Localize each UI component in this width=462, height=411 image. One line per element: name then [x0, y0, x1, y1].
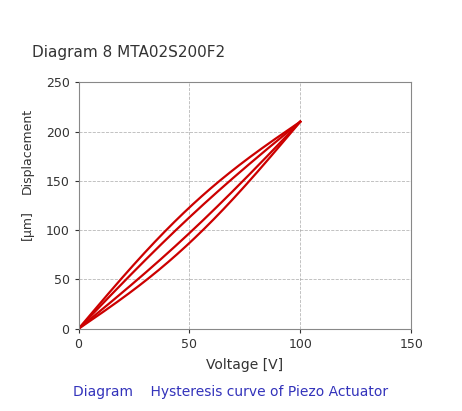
Text: Displacement: Displacement: [20, 108, 33, 194]
Text: [μm]: [μm]: [20, 210, 33, 240]
Text: Diagram 8 MTA02S200F2: Diagram 8 MTA02S200F2: [32, 45, 225, 60]
Text: Diagram    Hysteresis curve of Piezo Actuator: Diagram Hysteresis curve of Piezo Actuat…: [73, 385, 389, 399]
X-axis label: Voltage [V]: Voltage [V]: [207, 358, 283, 372]
